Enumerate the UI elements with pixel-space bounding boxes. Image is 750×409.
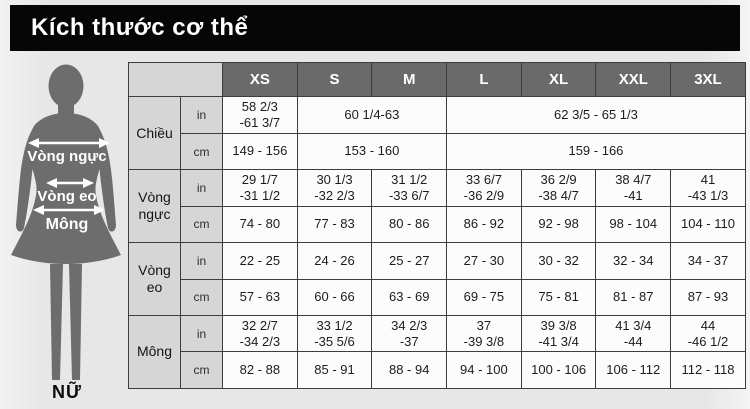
value-cell: 112 - 118 — [670, 351, 746, 389]
value-cell: 30 - 32 — [520, 242, 597, 280]
hip-measure-arrow — [33, 205, 105, 215]
value-cell: 41 -43 1/3 — [670, 169, 746, 207]
row-label-height: Chiều — [128, 96, 181, 171]
value-cell: 41 3/4 -44 — [595, 315, 672, 353]
value-cell: 60 1/4-63 — [296, 96, 448, 134]
value-cell: 34 2/3 -37 — [371, 315, 448, 353]
value-cell: 104 - 110 — [670, 205, 746, 244]
value-cell: 77 - 83 — [296, 205, 373, 244]
row-label-waist: Vòng eo — [128, 242, 181, 317]
value-cell: 86 - 92 — [446, 205, 522, 244]
value-cell: 58 2/3 -61 3/7 — [222, 96, 298, 134]
unit-cell-in: in — [180, 242, 223, 280]
value-cell: 27 - 30 — [446, 242, 522, 280]
size-header-3xl: 3XL — [670, 61, 746, 98]
unit-cell-cm: cm — [180, 351, 223, 389]
value-cell: 57 - 63 — [222, 278, 298, 317]
unit-cell-cm: cm — [180, 132, 223, 171]
size-header-xs: XS — [222, 61, 298, 98]
row-label-chest: Vòng ngực — [128, 169, 181, 244]
unit-cell-in: in — [180, 96, 223, 134]
chest-measure-arrow — [28, 138, 110, 148]
value-cell: 30 1/3 -32 2/3 — [296, 169, 373, 207]
corner-cell — [128, 61, 223, 98]
value-cell: 33 6/7 -36 2/9 — [446, 169, 522, 207]
value-cell: 153 - 160 — [296, 132, 448, 171]
value-cell: 39 3/8 -41 3/4 — [520, 315, 597, 353]
size-header-s: S — [296, 61, 373, 98]
female-silhouette-icon: Vòng ngực Vòng eo Mông NỮ — [11, 64, 121, 402]
value-cell: 80 - 86 — [371, 205, 448, 244]
unit-cell-in: in — [180, 169, 223, 207]
chest-label: Vòng ngực — [27, 148, 106, 165]
value-cell: 100 - 106 — [520, 351, 597, 389]
figure-caption: NỮ — [52, 381, 82, 402]
value-cell: 88 - 94 — [371, 351, 448, 389]
value-cell: 33 1/2 -35 5/6 — [296, 315, 373, 353]
value-cell: 22 - 25 — [222, 242, 298, 280]
value-cell: 24 - 26 — [296, 242, 373, 280]
value-cell: 75 - 81 — [520, 278, 597, 317]
hip-label: Mông — [46, 216, 89, 233]
value-cell: 34 - 37 — [670, 242, 746, 280]
value-cell: 37 -39 3/8 — [446, 315, 522, 353]
row-label-hip: Mông — [128, 315, 181, 389]
value-cell: 38 4/7 -41 — [595, 169, 672, 207]
value-cell: 44 -46 1/2 — [670, 315, 746, 353]
value-cell: 32 2/7 -34 2/3 — [222, 315, 298, 353]
value-cell: 25 - 27 — [371, 242, 448, 280]
size-header-xxl: XXL — [595, 61, 672, 98]
value-cell: 159 - 166 — [446, 132, 746, 171]
value-cell: 29 1/7 -31 1/2 — [222, 169, 298, 207]
value-cell: 106 - 112 — [595, 351, 672, 389]
value-cell: 36 2/9 -38 4/7 — [520, 169, 597, 207]
female-body-icon — [11, 64, 121, 380]
value-cell: 81 - 87 — [595, 278, 672, 317]
female-silhouette-panel: Vòng ngực Vòng eo Mông NỮ — [0, 58, 132, 408]
size-chart-table: XS S M L XL XXL 3XL Chiều in 58 2/3 -61 … — [128, 61, 746, 389]
value-cell: 98 - 104 — [595, 205, 672, 244]
value-cell: 60 - 66 — [296, 278, 373, 317]
value-cell: 62 3/5 - 65 1/3 — [446, 96, 746, 134]
value-cell: 82 - 88 — [222, 351, 298, 389]
size-header-l: L — [446, 61, 522, 98]
waist-label: Vòng eo — [37, 188, 96, 205]
unit-cell-cm: cm — [180, 278, 223, 317]
value-cell: 94 - 100 — [446, 351, 522, 389]
size-header-xl: XL — [520, 61, 597, 98]
value-cell: 87 - 93 — [670, 278, 746, 317]
value-cell: 69 - 75 — [446, 278, 522, 317]
unit-cell-cm: cm — [180, 205, 223, 244]
value-cell: 63 - 69 — [371, 278, 448, 317]
unit-cell-in: in — [180, 315, 223, 353]
waist-measure-arrow — [46, 178, 94, 188]
size-header-m: M — [371, 61, 448, 98]
value-cell: 149 - 156 — [222, 132, 298, 171]
value-cell: 92 - 98 — [520, 205, 597, 244]
value-cell: 74 - 80 — [222, 205, 298, 244]
value-cell: 32 - 34 — [595, 242, 672, 280]
value-cell: 85 - 91 — [296, 351, 373, 389]
title-bar: Kích thước cơ thể — [10, 5, 740, 51]
value-cell: 31 1/2 -33 6/7 — [371, 169, 448, 207]
page-title: Kích thước cơ thể — [31, 14, 249, 41]
